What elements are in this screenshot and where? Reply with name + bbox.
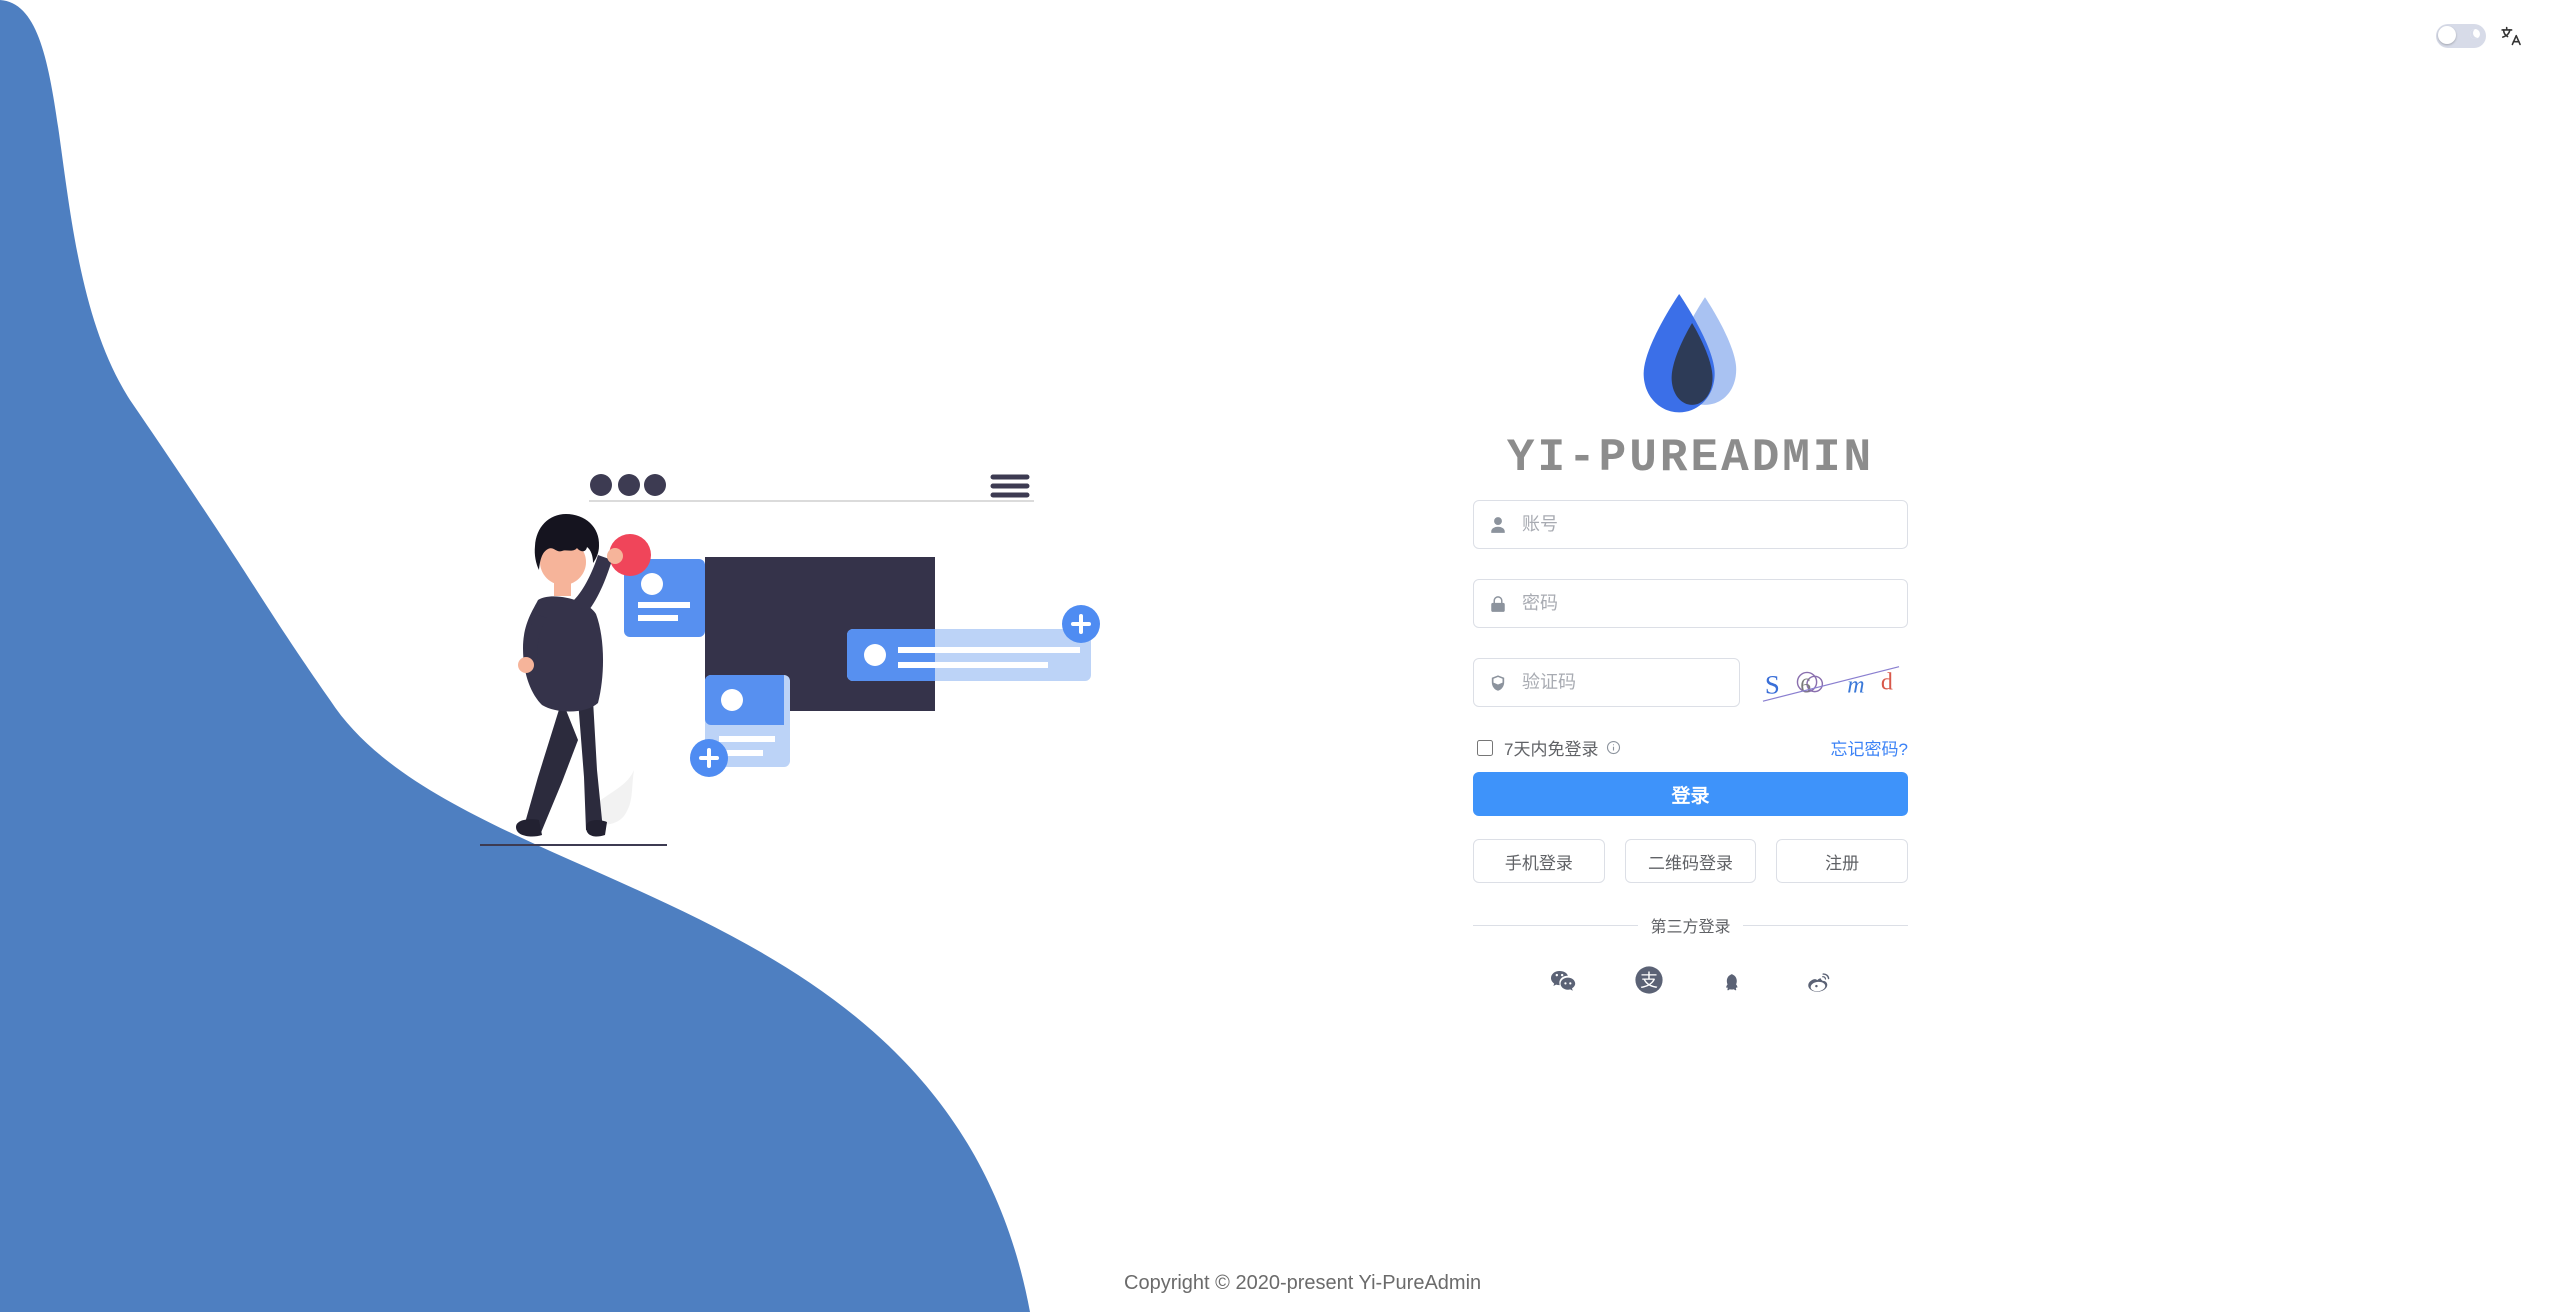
svg-text:S: S — [1765, 669, 1780, 699]
svg-text:6: 6 — [1800, 673, 1811, 697]
svg-text:支: 支 — [1640, 971, 1658, 991]
svg-text:d: d — [1881, 669, 1893, 695]
